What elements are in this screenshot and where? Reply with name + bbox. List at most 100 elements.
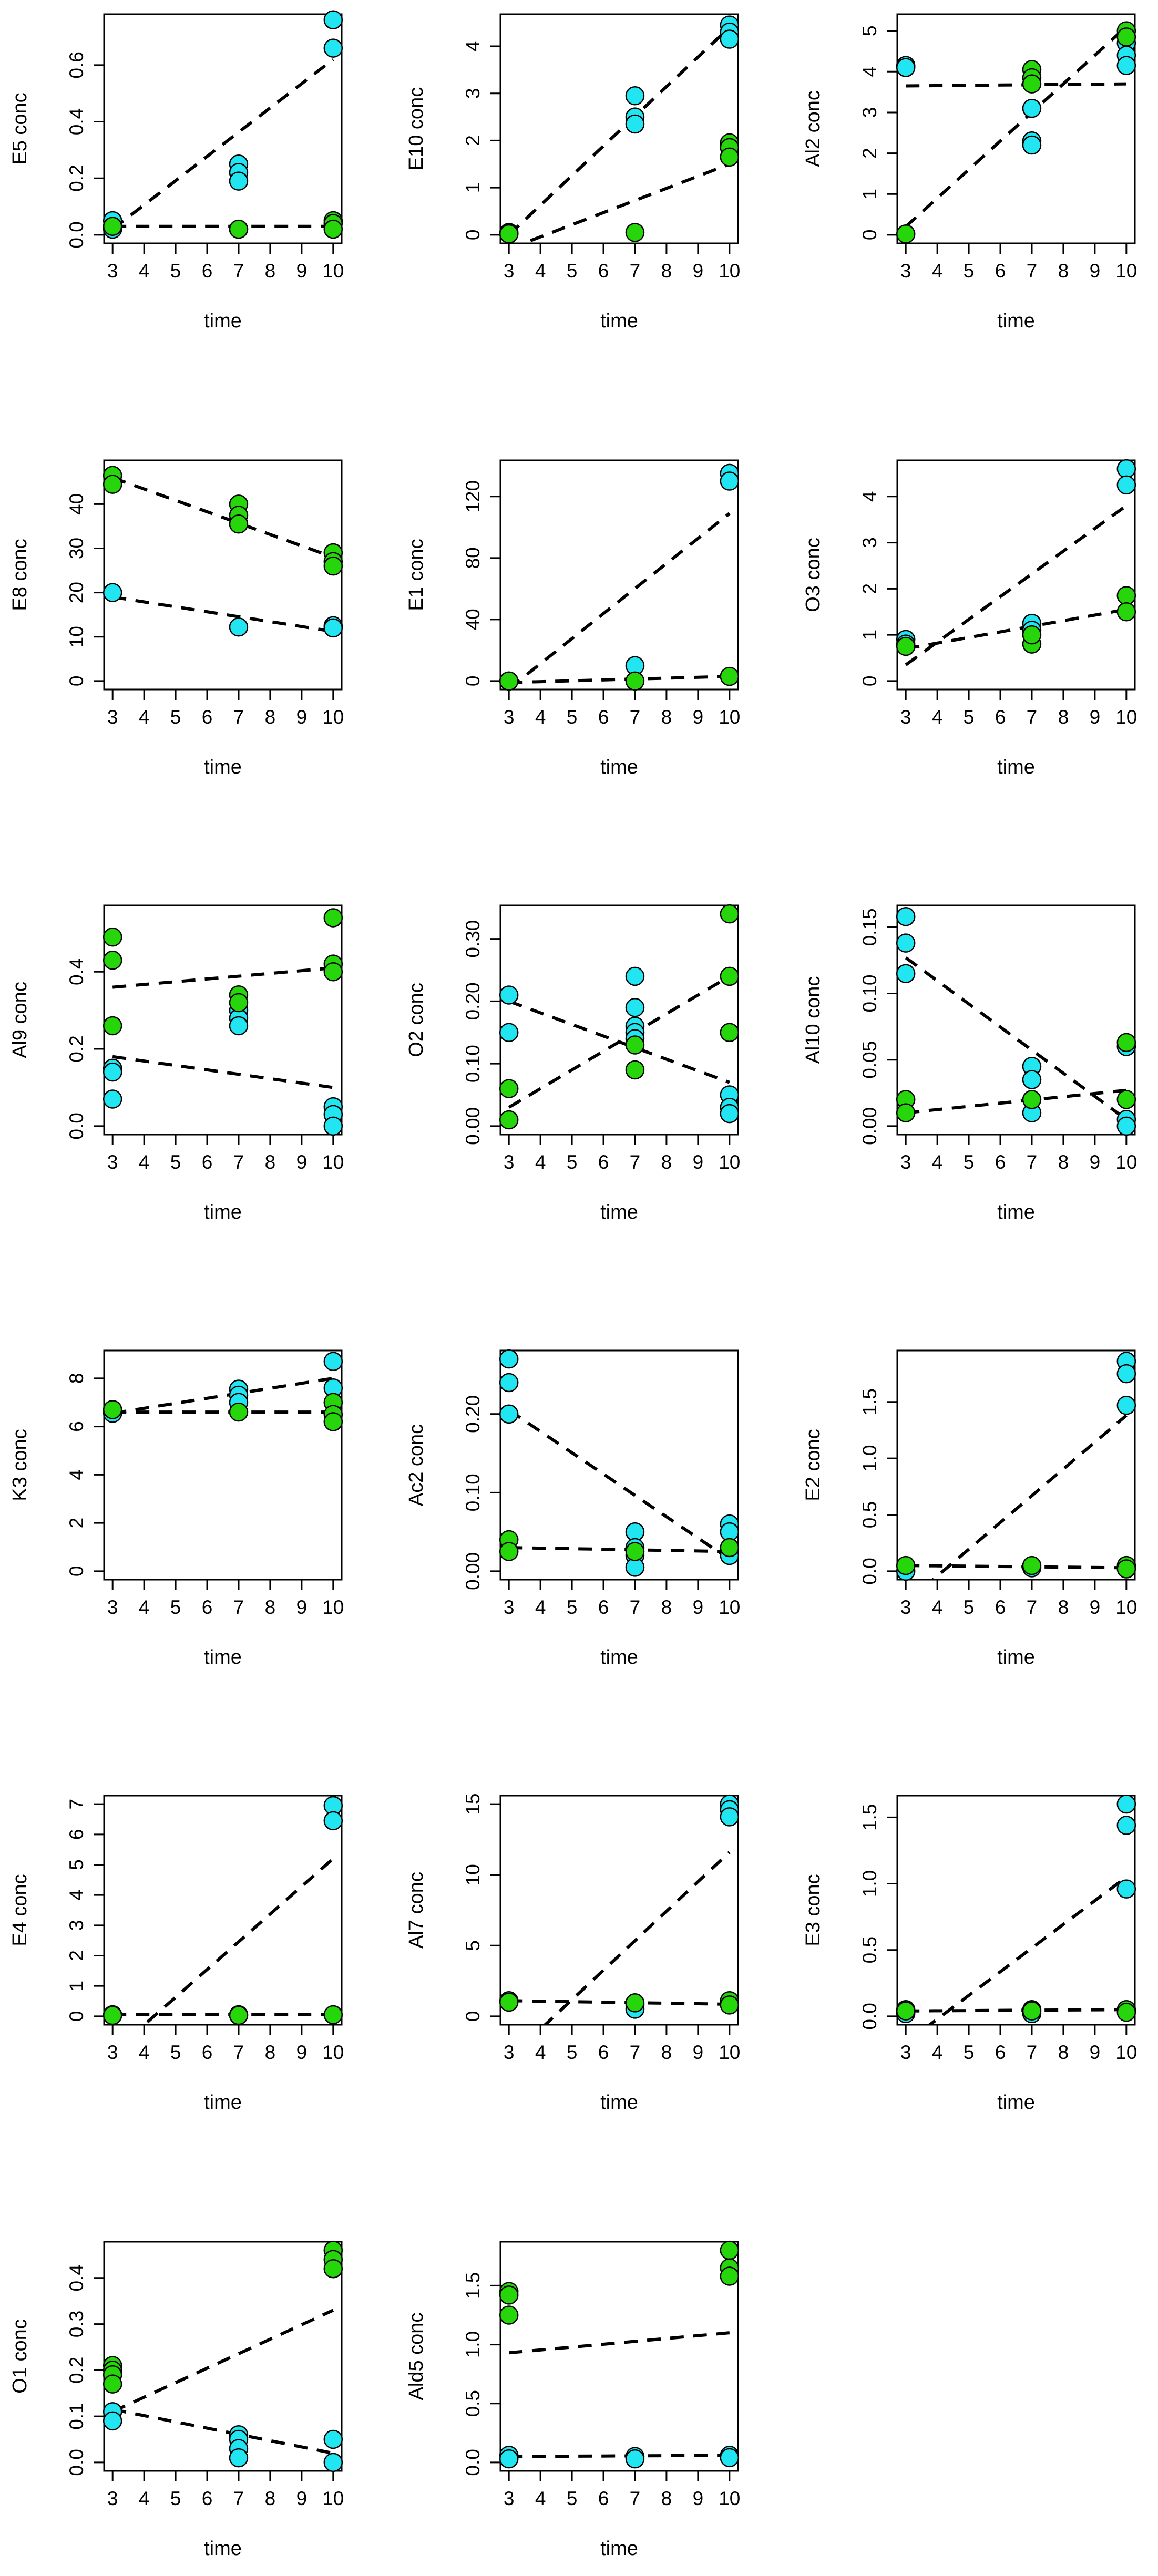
y-axis-label: O2 conc (405, 983, 427, 1057)
point-cyan (323, 618, 343, 638)
plot-frame (896, 1349, 1136, 1581)
y-tick-label: 1 (462, 182, 484, 193)
point-green (499, 671, 519, 691)
x-tick-label: 8 (265, 260, 276, 282)
x-tick-label: 8 (265, 1151, 276, 1173)
scatter-panel-16: 3 4 5 6 7 8 9 10 0.0 0.1 0.2 0.3 0.4 time O1 conc (9, 2240, 344, 2560)
x-tick-label: 4 (139, 706, 150, 728)
point-cyan (229, 1016, 249, 1036)
fit-line-green (906, 82, 1126, 88)
x-tick-label: 9 (693, 2042, 704, 2063)
x-tick-label: 8 (661, 2488, 672, 2509)
point-green (896, 224, 916, 244)
y-tick-label: 6 (66, 1421, 87, 1432)
fit-line-green (905, 1088, 1127, 1115)
y-axis-label: E8 conc (9, 539, 31, 611)
x-tick-label: 10 (719, 2042, 740, 2063)
plot-frame (103, 1349, 343, 1581)
y-tick-label: 0.20 (462, 982, 484, 1020)
x-tick-label: 7 (630, 1151, 641, 1173)
scatter-panel-15: 3 4 5 6 7 8 9 10 0.0 0.5 1.0 1.5 time E3 conc (802, 1794, 1137, 2114)
point-green (1116, 602, 1136, 622)
point-cyan (720, 1807, 740, 1827)
y-tick-label: 1.0 (462, 2331, 484, 2358)
x-tick-label: 9 (1090, 2042, 1101, 2063)
x-tick-label: 7 (1027, 1596, 1038, 1618)
point-cyan (625, 998, 645, 1017)
point-green (229, 1402, 249, 1422)
point-cyan (625, 2449, 645, 2469)
point-cyan (1116, 1364, 1136, 1384)
fit-line-green (905, 607, 1127, 651)
scatter-panel-7: 3 4 5 6 7 8 9 10 0.0 0.2 0.4 time Al9 conc (9, 904, 344, 1223)
point-green (625, 1060, 645, 1080)
x-tick-label: 9 (296, 1596, 308, 1618)
x-tick-label: 10 (322, 1596, 344, 1618)
x-tick-label: 5 (170, 260, 181, 282)
point-green (720, 147, 740, 167)
x-tick-label: 5 (170, 1151, 181, 1173)
point-cyan (896, 58, 916, 77)
y-tick-label: 3 (859, 537, 880, 548)
x-tick-label: 4 (535, 1596, 546, 1618)
x-tick-label: 6 (202, 2042, 213, 2063)
point-green (323, 219, 343, 239)
x-tick-label: 5 (964, 1596, 975, 1618)
point-cyan (625, 114, 645, 134)
y-tick-label: 0.0 (66, 1112, 87, 1139)
point-green (896, 2001, 916, 2021)
fit-line-cyan (112, 2407, 334, 2455)
x-axis-label: time (600, 1646, 638, 1668)
y-axis-label: Ald5 conc (405, 2313, 427, 2400)
point-green (1022, 74, 1042, 94)
y-tick-label: 0.0 (462, 2449, 484, 2476)
scatter-panel-9: 3 4 5 6 7 8 9 10 0.00 0.05 0.10 0.15 time Al10 conc (802, 904, 1137, 1223)
y-tick-label: 1.5 (859, 1804, 880, 1831)
x-tick-label: 3 (900, 706, 911, 728)
y-tick-label: 40 (66, 493, 87, 515)
y-tick-label: 30 (66, 538, 87, 559)
plot-frame (896, 1795, 1136, 2026)
scatter-panel-8: 3 4 5 6 7 8 9 10 0.00 0.10 0.20 0.30 time O2 conc (405, 904, 740, 1223)
x-tick-label: 5 (170, 706, 181, 728)
x-tick-label: 6 (598, 2042, 609, 2063)
y-tick-label: 8 (66, 1373, 87, 1384)
point-cyan (625, 86, 645, 106)
x-tick-label: 10 (1115, 706, 1137, 728)
point-cyan (720, 29, 740, 49)
fit-line-cyan (508, 512, 731, 689)
plot-frame (499, 13, 739, 244)
y-tick-label: 0.4 (66, 108, 87, 135)
point-cyan (499, 1349, 519, 1369)
x-tick-label: 6 (995, 2042, 1006, 2063)
point-green (1116, 1090, 1136, 1109)
y-tick-label: 0.5 (859, 1501, 880, 1528)
x-axis-label: time (204, 756, 242, 778)
point-cyan (1116, 1794, 1136, 1814)
x-tick-label: 3 (107, 1151, 118, 1173)
fit-line-green (509, 1545, 730, 1553)
y-tick-label: 0.20 (462, 1395, 484, 1433)
x-tick-label: 8 (1058, 2042, 1069, 2063)
y-tick-label: 4 (859, 66, 880, 77)
x-tick-label: 8 (1058, 1596, 1069, 1618)
y-tick-label: 0 (462, 676, 484, 687)
y-tick-label: 1.0 (859, 1870, 880, 1897)
x-tick-label: 8 (661, 1151, 672, 1173)
y-tick-label: 3 (66, 1920, 87, 1931)
plot-frame (896, 459, 1136, 691)
y-tick-label: 10 (462, 1864, 484, 1885)
x-tick-label: 4 (932, 1596, 943, 1618)
y-tick-label: 0.15 (859, 908, 880, 946)
fit-line-cyan (509, 2454, 730, 2458)
point-cyan (323, 1811, 343, 1831)
x-tick-label: 10 (322, 260, 344, 282)
x-tick-label: 3 (900, 1596, 911, 1618)
x-tick-label: 7 (1027, 706, 1038, 728)
y-tick-label: 0.3 (66, 2311, 87, 2337)
x-tick-label: 10 (1115, 260, 1137, 282)
